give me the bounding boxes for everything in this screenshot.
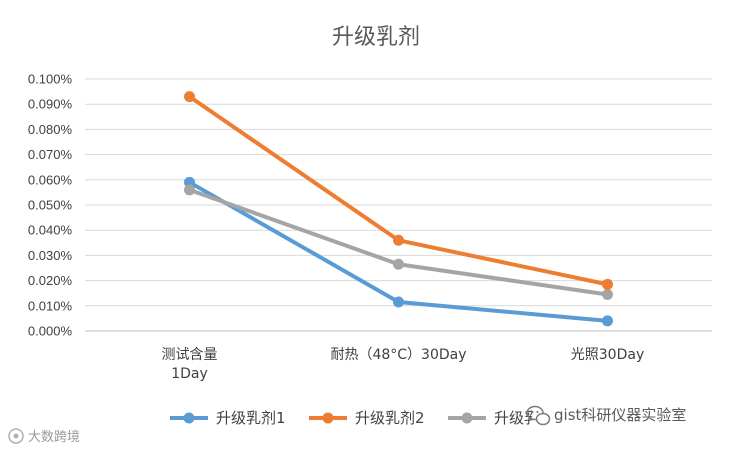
- x-tick-label-line: 耐热（48°C）30Day: [330, 347, 466, 363]
- series-2: [184, 91, 613, 290]
- wechat-icon: [526, 405, 551, 426]
- y-tick-label: 0.040%: [28, 223, 73, 238]
- y-tick-label: 0.090%: [28, 97, 73, 112]
- y-tick-label: 0.070%: [28, 147, 73, 162]
- series-1: [184, 176, 613, 327]
- y-tick-label: 0.020%: [28, 273, 73, 288]
- logo-icon: [8, 428, 24, 444]
- watermark-2: 大数跨境: [8, 428, 80, 445]
- data-point: [602, 288, 613, 300]
- data-point: [602, 278, 613, 290]
- y-tick-label: 0.080%: [28, 122, 73, 137]
- legend-label: 升级乳剂1: [216, 409, 286, 427]
- x-tick-label: 光照30Day: [571, 347, 644, 363]
- x-tick-label-line: 光照30Day: [571, 347, 644, 363]
- y-tick-label: 0.050%: [28, 198, 73, 213]
- legend-marker: [461, 412, 473, 424]
- x-tick-label-line: 1Day: [171, 366, 208, 382]
- watermark-backdrop: [533, 402, 750, 432]
- legend-label: 升级乳剂2: [355, 409, 425, 427]
- data-point: [184, 184, 195, 196]
- data-point: [602, 315, 613, 327]
- legend-marker: [183, 412, 195, 424]
- grid-layer: [85, 78, 712, 332]
- y-tick-label: 0.100%: [28, 72, 73, 87]
- data-point: [184, 176, 195, 188]
- data-point: [393, 234, 404, 246]
- watermark-text: gist科研仪器实验室: [554, 406, 686, 424]
- x-tick-label: 测试含量 1Day: [162, 347, 218, 382]
- legend-marker: [322, 412, 334, 424]
- watermark-2-text: 大数跨境: [28, 430, 80, 445]
- x-axis-ticks: 测试含量 1Day 耐热（48°C）30Day 光照30Day: [162, 347, 645, 382]
- data-point: [184, 91, 195, 103]
- chart-title: 升级乳剂: [332, 25, 420, 50]
- series-3: [184, 184, 613, 300]
- y-tick-label: 0.060%: [28, 172, 73, 187]
- data-point: [393, 258, 404, 270]
- legend-item: 升级乳剂2: [309, 409, 425, 427]
- watermark: gist科研仪器实验室: [526, 405, 686, 426]
- y-tick-label: 0.000%: [28, 324, 73, 339]
- x-tick-label-line: 测试含量: [162, 347, 218, 363]
- series-line: [187, 94, 610, 287]
- y-tick-label: 0.010%: [28, 298, 73, 313]
- legend-item: 升级乳剂1: [170, 409, 286, 427]
- series-layer: [184, 91, 613, 327]
- y-tick-label: 0.030%: [28, 248, 73, 263]
- x-tick-label: 耐热（48°C）30Day: [330, 347, 466, 363]
- y-axis-ticks: 0.000% 0.010% 0.020% 0.030% 0.040% 0.050% 0.06…: [28, 72, 73, 339]
- data-point: [393, 296, 404, 308]
